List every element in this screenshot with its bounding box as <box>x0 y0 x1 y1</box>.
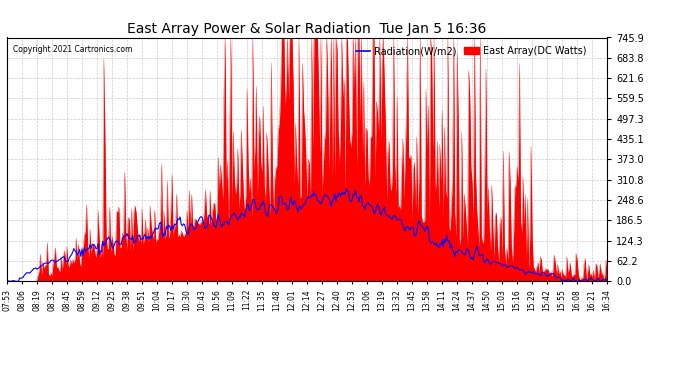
Text: Copyright 2021 Cartronics.com: Copyright 2021 Cartronics.com <box>13 45 132 54</box>
Title: East Array Power & Solar Radiation  Tue Jan 5 16:36: East Array Power & Solar Radiation Tue J… <box>128 22 486 36</box>
Legend: Radiation(W/m2), East Array(DC Watts): Radiation(W/m2), East Array(DC Watts) <box>352 42 591 60</box>
